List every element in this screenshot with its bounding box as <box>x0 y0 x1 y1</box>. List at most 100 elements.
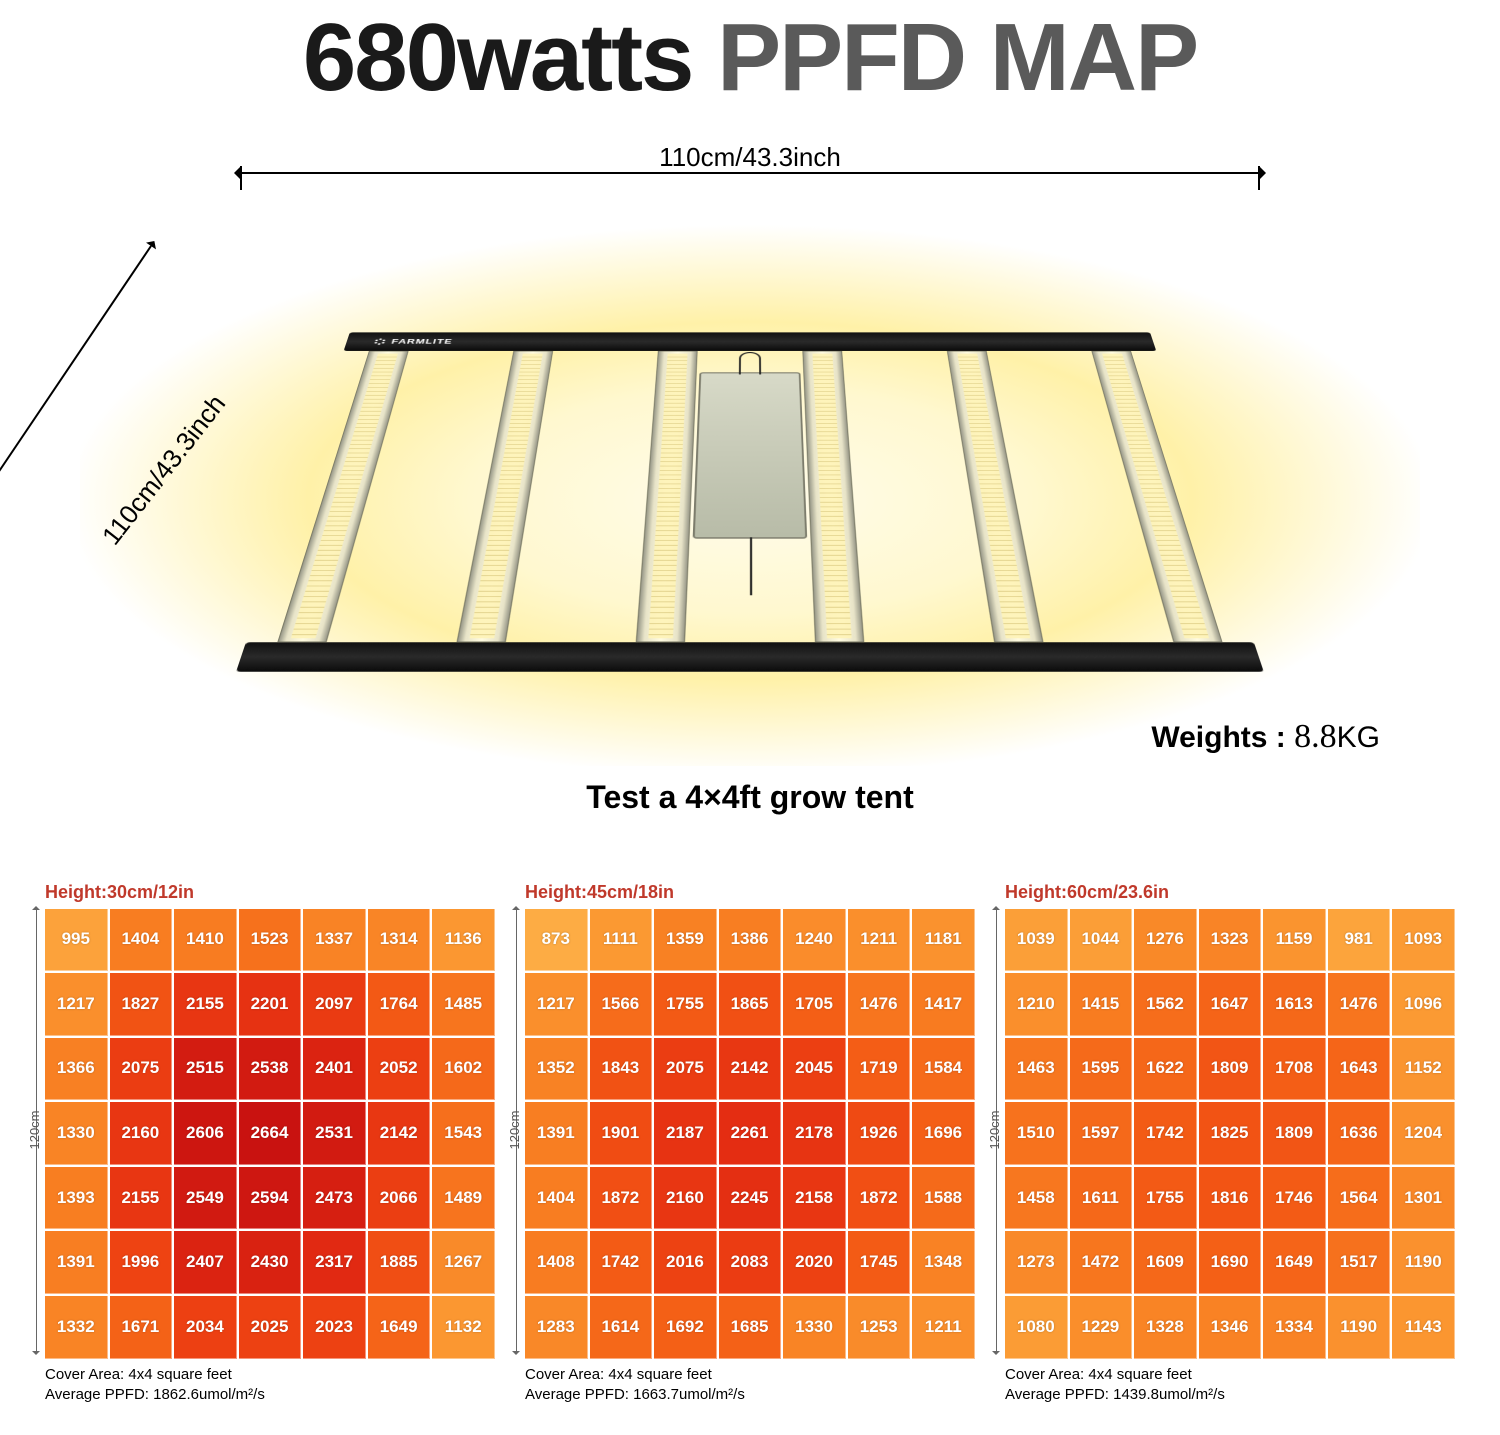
chart-footer: Cover Area: 4x4 square feetAverage PPFD:… <box>45 1365 495 1406</box>
heatmap-cell: 2034 <box>174 1296 237 1359</box>
product-illustration: 110cm/43.3inch 110cm/43.3inch FARMLITE W… <box>0 136 1500 826</box>
heatmap-grid: 1039104412761323115998110931210141515621… <box>1005 909 1455 1359</box>
heatmap-cell: 1472 <box>1070 1231 1133 1294</box>
heatmap-cell: 1609 <box>1134 1231 1197 1294</box>
heatmap-cell: 1996 <box>110 1231 173 1294</box>
fixture-top-rail: FARMLITE <box>344 332 1157 351</box>
average-ppfd: Average PPFD: 1663.7umol/m²/s <box>525 1385 975 1405</box>
heatmap-cell: 2187 <box>654 1102 717 1165</box>
average-ppfd: Average PPFD: 1862.6umol/m²/s <box>45 1385 495 1405</box>
heatmap-cell: 1614 <box>590 1296 653 1359</box>
chart-title: Height:60cm/23.6in <box>1005 882 1455 903</box>
heatmap-cell: 1755 <box>1134 1167 1197 1230</box>
heatmap-cell: 1523 <box>239 909 302 972</box>
y-axis-label: 120cm <box>987 1111 1002 1150</box>
chart-title: Height:45cm/18in <box>525 882 975 903</box>
heatmap-cell: 1204 <box>1392 1102 1455 1165</box>
y-axis-label: 120cm <box>507 1111 522 1150</box>
heatmap-cell: 2020 <box>783 1231 846 1294</box>
heatmap-cell: 2097 <box>303 973 366 1036</box>
heatmap-cell: 2158 <box>783 1167 846 1230</box>
heatmap-cell: 1885 <box>368 1231 431 1294</box>
heatmap-cell: 1458 <box>1005 1167 1068 1230</box>
heatmap-cell: 1685 <box>719 1296 782 1359</box>
heatmap-cell: 2066 <box>368 1167 431 1230</box>
heatmap-cell: 1417 <box>912 973 975 1036</box>
heatmap-cell: 1671 <box>110 1296 173 1359</box>
heatmap-cell: 1136 <box>432 909 495 972</box>
heatmap-cell: 1649 <box>1263 1231 1326 1294</box>
heatmap-cell: 2142 <box>368 1102 431 1165</box>
heatmap-cell: 1643 <box>1328 1038 1391 1101</box>
heatmap-grid: 9951404141015231337131411361217182721552… <box>45 909 495 1359</box>
tent-label: Test a 4×4ft grow tent <box>586 779 913 816</box>
cover-area: Cover Area: 4x4 square feet <box>525 1365 975 1385</box>
heatmap-cell: 1463 <box>1005 1038 1068 1101</box>
heatmap-cell: 1352 <box>525 1038 588 1101</box>
heatmap-cell: 1334 <box>1263 1296 1326 1359</box>
heatmap-cell: 2160 <box>110 1102 173 1165</box>
heatmap-cell: 1827 <box>110 973 173 1036</box>
heatmap-cell: 1584 <box>912 1038 975 1101</box>
heatmap-cell: 1742 <box>590 1231 653 1294</box>
heatmap-cell: 1096 <box>1392 973 1455 1036</box>
heatmap-cell: 1328 <box>1134 1296 1197 1359</box>
heatmap-grid: 8731111135913861240121111811217156617551… <box>525 909 975 1359</box>
weight-label: Weights : 8.8KG <box>1151 718 1380 756</box>
ppfd-charts-row: 120cmHeight:30cm/12in9951404141015231337… <box>45 882 1455 1406</box>
y-axis-label: 120cm <box>27 1111 42 1150</box>
brand-icon <box>372 338 387 345</box>
heatmap-cell: 1346 <box>1199 1296 1262 1359</box>
heatmap-cell: 1229 <box>1070 1296 1133 1359</box>
ppfd-chart: 120cmHeight:30cm/12in9951404141015231337… <box>45 882 495 1406</box>
average-ppfd: Average PPFD: 1439.8umol/m²/s <box>1005 1385 1455 1405</box>
heatmap-cell: 2016 <box>654 1231 717 1294</box>
brand-text: FARMLITE <box>390 338 453 345</box>
heatmap-cell: 981 <box>1328 909 1391 972</box>
heatmap-cell: 1696 <box>912 1102 975 1165</box>
heatmap-cell: 2664 <box>239 1102 302 1165</box>
heatmap-cell: 1597 <box>1070 1102 1133 1165</box>
led-fixture: FARMLITE <box>236 332 1264 672</box>
heatmap-cell: 1152 <box>1392 1038 1455 1101</box>
heatmap-cell: 2261 <box>719 1102 782 1165</box>
page-title: 680watts PPFD MAP <box>0 0 1500 106</box>
heatmap-cell: 1485 <box>432 973 495 1036</box>
heatmap-cell: 1093 <box>1392 909 1455 972</box>
heatmap-cell: 1273 <box>1005 1231 1068 1294</box>
heatmap-cell: 1404 <box>110 909 173 972</box>
heatmap-cell: 2160 <box>654 1167 717 1230</box>
heatmap-cell: 1080 <box>1005 1296 1068 1359</box>
heatmap-cell: 1745 <box>848 1231 911 1294</box>
heatmap-cell: 1690 <box>1199 1231 1262 1294</box>
heatmap-cell: 1393 <box>45 1167 108 1230</box>
heatmap-cell: 1283 <box>525 1296 588 1359</box>
heatmap-cell: 1190 <box>1392 1231 1455 1294</box>
heatmap-cell: 2549 <box>174 1167 237 1230</box>
heatmap-cell: 1764 <box>368 973 431 1036</box>
heatmap-cell: 2531 <box>303 1102 366 1165</box>
heatmap-cell: 1517 <box>1328 1231 1391 1294</box>
heatmap-cell: 2401 <box>303 1038 366 1101</box>
heatmap-cell: 1190 <box>1328 1296 1391 1359</box>
weight-value: 8.8 <box>1294 718 1337 755</box>
heatmap-cell: 2430 <box>239 1231 302 1294</box>
heatmap-cell: 1386 <box>719 909 782 972</box>
heatmap-cell: 1489 <box>432 1167 495 1230</box>
heatmap-cell: 1692 <box>654 1296 717 1359</box>
heatmap-cell: 1602 <box>432 1038 495 1101</box>
heatmap-cell: 1588 <box>912 1167 975 1230</box>
heatmap-cell: 1566 <box>590 973 653 1036</box>
heatmap-cell: 1872 <box>590 1167 653 1230</box>
heatmap-cell: 2407 <box>174 1231 237 1294</box>
heatmap-cell: 1267 <box>432 1231 495 1294</box>
weight-prefix: Weights : <box>1151 721 1285 754</box>
heatmap-cell: 1323 <box>1199 909 1262 972</box>
ppfd-chart: 120cmHeight:45cm/18in8731111135913861240… <box>525 882 975 1406</box>
heatmap-cell: 1408 <box>525 1231 588 1294</box>
heatmap-cell: 2155 <box>110 1167 173 1230</box>
title-power: 680watts <box>303 4 693 111</box>
heatmap-cell: 1132 <box>432 1296 495 1359</box>
heatmap-cell: 2075 <box>110 1038 173 1101</box>
heatmap-cell: 2245 <box>719 1167 782 1230</box>
